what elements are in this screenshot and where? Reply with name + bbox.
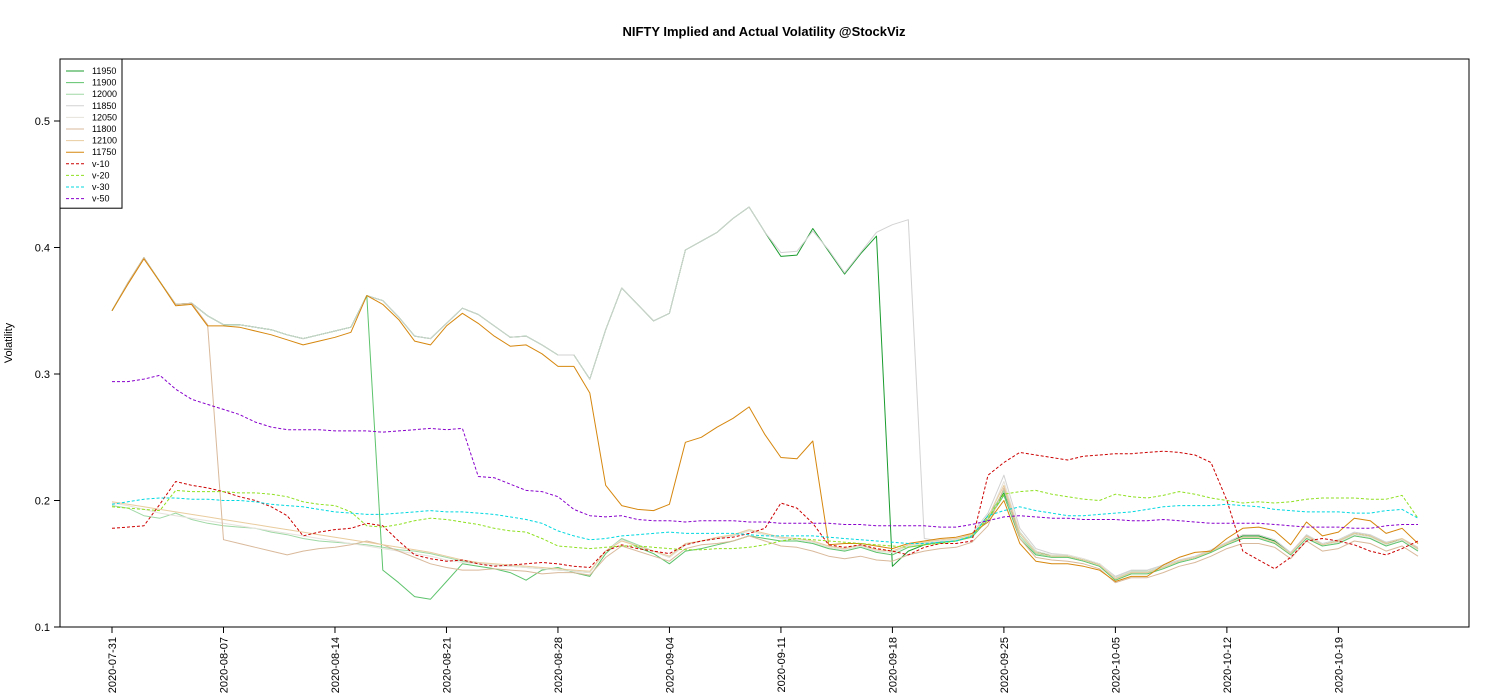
y-tick-label: 0.1 — [35, 622, 50, 634]
chart-title: NIFTY Implied and Actual Volatility @Sto… — [622, 24, 906, 39]
x-tick-label: 2020-08-28 — [553, 637, 565, 693]
x-tick-label: 2020-08-14 — [330, 637, 342, 693]
legend-box — [59, 58, 123, 209]
x-tick-label: 2020-10-05 — [1110, 637, 1122, 693]
legend-label: 11950 — [92, 66, 116, 76]
x-tick-label: 2020-09-04 — [664, 637, 676, 693]
series-line-11750 — [111, 258, 1419, 582]
series-line-12100 — [111, 484, 1419, 580]
series-lines — [111, 206, 1419, 600]
legend-label: 11850 — [92, 101, 116, 111]
y-tick-label: 0.4 — [35, 243, 50, 255]
legend-label: 12100 — [92, 136, 117, 146]
series-line-v-50 — [112, 374, 1418, 529]
x-tick-label: 2020-09-18 — [887, 637, 899, 693]
legend-label: v-50 — [92, 194, 110, 204]
series-line-v-20 — [111, 489, 1419, 551]
legend-label: v-20 — [92, 170, 110, 180]
series-line-11850 — [111, 206, 1419, 577]
series-line-11900 — [111, 257, 1419, 600]
plot-area-frame — [59, 58, 1470, 628]
series-line-12050 — [111, 481, 1419, 579]
x-axis: 2020-07-31 2020-08-07 2020-08-14 2020-08-21… — [107, 627, 1345, 693]
legend-label: 12050 — [92, 112, 117, 122]
y-tick-label: 0.5 — [35, 116, 50, 128]
y-tick-label: 0.3 — [35, 369, 50, 381]
x-tick-label: 2020-09-11 — [776, 637, 788, 692]
x-tick-label: 2020-10-12 — [1222, 637, 1234, 693]
x-tick-label: 2020-09-25 — [999, 637, 1011, 693]
legend-label: 11900 — [92, 78, 116, 88]
legend-label: 11750 — [92, 147, 116, 157]
y-tick-label: 0.2 — [35, 496, 50, 508]
legend-label: 11800 — [92, 124, 116, 134]
x-tick-label: 2020-08-21 — [441, 637, 453, 693]
legend-label: v-30 — [92, 182, 110, 192]
x-tick-label: 2020-07-31 — [107, 637, 119, 693]
x-tick-label: 2020-10-19 — [1333, 637, 1345, 693]
series-line-v-10 — [111, 450, 1419, 570]
x-tick-label: 2020-08-07 — [218, 637, 230, 693]
y-axis: 0.1 0.2 0.3 0.4 0.5 — [35, 116, 60, 634]
legend-label: 12000 — [92, 89, 117, 99]
series-line-11800 — [111, 257, 1419, 584]
legend-label: v-10 — [92, 159, 110, 169]
y-axis-label: Volatility — [3, 322, 15, 363]
